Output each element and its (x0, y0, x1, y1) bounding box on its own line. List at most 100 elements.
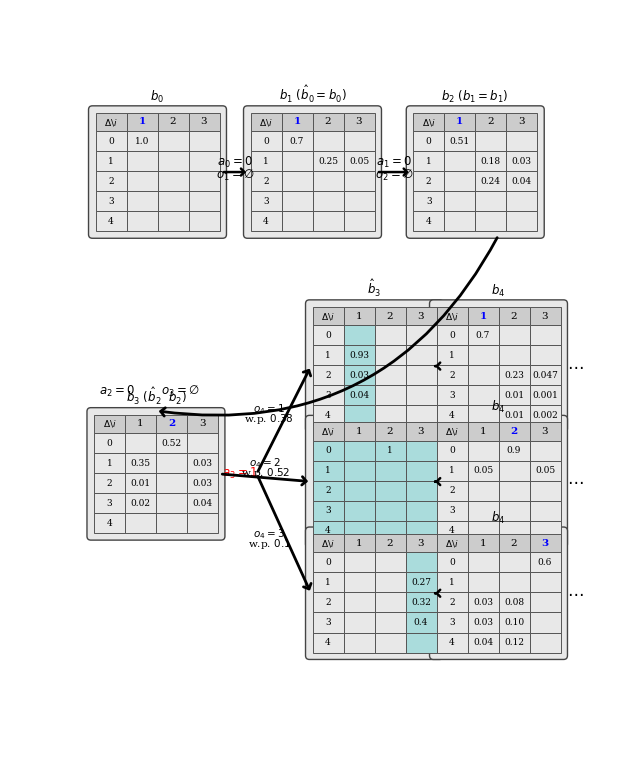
Text: 2: 2 (387, 312, 394, 321)
Bar (499, 593, 529, 613)
Text: 4: 4 (426, 217, 431, 226)
FancyBboxPatch shape (305, 416, 444, 548)
Bar (95, 211, 127, 231)
Text: 0: 0 (449, 558, 455, 567)
Bar (506, 171, 537, 192)
Bar (344, 405, 374, 426)
Bar (529, 632, 561, 653)
Bar (436, 366, 467, 385)
Bar (506, 151, 537, 171)
Text: 4: 4 (325, 527, 331, 535)
Bar (344, 151, 374, 171)
Text: 0.04: 0.04 (512, 177, 532, 185)
Text: 0.002: 0.002 (532, 411, 558, 420)
Bar (436, 423, 467, 441)
Text: 2: 2 (325, 598, 331, 607)
Bar (282, 151, 312, 171)
Text: 1: 1 (293, 118, 301, 126)
Bar (95, 131, 127, 151)
Bar (95, 171, 127, 192)
Text: $b_0$: $b_0$ (150, 89, 164, 105)
Text: 1: 1 (449, 351, 455, 359)
Bar (344, 632, 374, 653)
Bar (344, 211, 374, 231)
Text: 3: 3 (201, 118, 207, 126)
Bar (406, 345, 436, 366)
Bar (467, 385, 499, 405)
Text: 3: 3 (108, 197, 114, 206)
Text: 1: 1 (137, 420, 144, 429)
Text: 0.01: 0.01 (504, 391, 524, 400)
Text: 0.6: 0.6 (538, 558, 552, 567)
Bar (529, 481, 561, 501)
Bar (125, 453, 156, 473)
Text: $\Delta\backslash i$: $\Delta\backslash i$ (321, 426, 335, 437)
Bar (374, 521, 406, 541)
Text: 0.03: 0.03 (193, 458, 212, 467)
Bar (282, 112, 312, 131)
Bar (529, 521, 561, 541)
Bar (312, 307, 344, 325)
FancyBboxPatch shape (429, 416, 568, 548)
Bar (467, 572, 499, 593)
Bar (374, 345, 406, 366)
Bar (436, 613, 467, 632)
Text: $a_3 = 1$: $a_3 = 1$ (222, 467, 257, 481)
Text: $\Delta\backslash i$: $\Delta\backslash i$ (259, 116, 273, 128)
Bar (157, 112, 189, 131)
Bar (436, 521, 467, 541)
Bar (436, 325, 467, 345)
Bar (499, 572, 529, 593)
Bar (374, 461, 406, 481)
Text: $b_4$: $b_4$ (492, 510, 506, 526)
Bar (312, 345, 344, 366)
Text: 3: 3 (541, 539, 548, 548)
Text: $o_4 = 2$: $o_4 = 2$ (250, 456, 281, 470)
Bar (436, 481, 467, 501)
Text: 0.7: 0.7 (476, 331, 490, 340)
Bar (499, 534, 529, 553)
Text: 0: 0 (263, 137, 269, 146)
Bar (374, 501, 406, 521)
Bar (127, 192, 157, 211)
Bar (312, 171, 344, 192)
Text: 2: 2 (449, 371, 455, 380)
Text: $b_4$: $b_4$ (492, 398, 506, 415)
Bar (374, 405, 406, 426)
Text: $\Delta\backslash i$: $\Delta\backslash i$ (422, 116, 436, 128)
Text: 0: 0 (325, 331, 331, 340)
Text: 0.24: 0.24 (481, 177, 500, 185)
Text: $\cdots$: $\cdots$ (566, 584, 583, 602)
Bar (344, 366, 374, 385)
Bar (476, 211, 506, 231)
Text: 2: 2 (108, 177, 114, 185)
Bar (187, 453, 218, 473)
Bar (282, 192, 312, 211)
Bar (344, 501, 374, 521)
Text: 4: 4 (108, 217, 114, 226)
Bar (374, 385, 406, 405)
Text: 2: 2 (387, 427, 394, 436)
Bar (125, 493, 156, 513)
Text: 1: 1 (480, 427, 486, 436)
Bar (529, 441, 561, 461)
Text: 2: 2 (325, 371, 331, 380)
Text: 2: 2 (510, 427, 518, 436)
Bar (499, 521, 529, 541)
Bar (467, 325, 499, 345)
Bar (189, 112, 220, 131)
Text: 0.03: 0.03 (473, 598, 493, 607)
Bar (250, 211, 282, 231)
Text: $\Delta\backslash i$: $\Delta\backslash i$ (102, 418, 116, 429)
Bar (250, 192, 282, 211)
Bar (95, 151, 127, 171)
Text: 2: 2 (263, 177, 269, 185)
Bar (250, 171, 282, 192)
Text: 0.05: 0.05 (349, 157, 369, 166)
Bar (506, 112, 537, 131)
Text: 3: 3 (325, 391, 331, 400)
Bar (94, 415, 125, 433)
Bar (312, 192, 344, 211)
Bar (94, 453, 125, 473)
Text: $a_1 = 0$: $a_1 = 0$ (376, 155, 412, 170)
